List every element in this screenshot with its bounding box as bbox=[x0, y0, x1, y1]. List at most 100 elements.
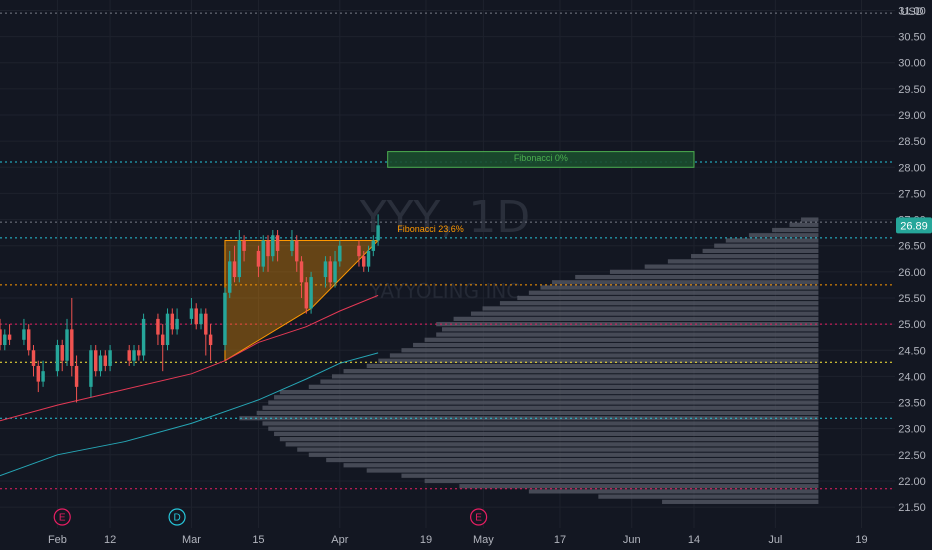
x-tick-label: 19 bbox=[855, 534, 867, 546]
y-tick-label: 30.50 bbox=[898, 32, 926, 44]
last-price-label: 26.89 bbox=[900, 220, 928, 232]
volume-profile-bar bbox=[366, 468, 819, 473]
candle-body bbox=[65, 329, 69, 361]
y-tick-label: 29.50 bbox=[898, 84, 926, 96]
candle-body bbox=[170, 313, 175, 330]
x-tick-label: 15 bbox=[252, 534, 264, 546]
candle-body bbox=[141, 318, 146, 356]
volume-profile-bar bbox=[441, 327, 819, 332]
candle-body bbox=[93, 350, 98, 372]
moving-average-red bbox=[0, 294, 379, 422]
volume-profile-bar bbox=[366, 363, 819, 369]
candle-body bbox=[362, 256, 366, 267]
volume-profile-bar bbox=[575, 274, 819, 280]
y-tick-label: 28.50 bbox=[898, 136, 926, 148]
volume-profile-bar bbox=[401, 473, 819, 478]
fibonacci-0-label: Fibonacci 0% bbox=[514, 153, 568, 163]
x-tick-label: Jul bbox=[768, 534, 782, 546]
candle-body bbox=[70, 329, 74, 366]
candle-body bbox=[299, 261, 304, 283]
y-tick-label: 27.50 bbox=[898, 188, 926, 200]
volume-profile-bar bbox=[389, 353, 819, 358]
candle-body bbox=[295, 240, 299, 262]
event-marker[interactable] bbox=[470, 508, 488, 526]
candle-body bbox=[74, 365, 79, 387]
volume-profile-bar bbox=[702, 248, 819, 254]
y-tick-label: 25.50 bbox=[898, 293, 926, 305]
watermark-company: YAYYOLING INC bbox=[369, 279, 521, 303]
event-marker[interactable] bbox=[53, 508, 71, 526]
candle-body bbox=[89, 350, 93, 387]
volume-profile-bar bbox=[528, 290, 819, 295]
candle-body bbox=[256, 250, 261, 267]
fibonacci-23-6-label: Fibonacci 23.6% bbox=[397, 224, 464, 234]
volume-profile-bar bbox=[453, 316, 819, 322]
candle-body bbox=[127, 350, 131, 361]
candle-body bbox=[366, 250, 371, 267]
x-tick-label: 19 bbox=[420, 534, 432, 546]
volume-profile-bar bbox=[644, 264, 819, 269]
volume-profile-bar bbox=[436, 332, 819, 337]
volume-profile-bar bbox=[470, 311, 819, 316]
candle-body bbox=[98, 355, 103, 372]
candle-body bbox=[194, 308, 198, 325]
candle-body bbox=[261, 240, 265, 267]
volume-profile-bar bbox=[262, 421, 819, 426]
event-marker[interactable] bbox=[168, 508, 186, 526]
candle-body bbox=[189, 308, 194, 319]
candle-body bbox=[304, 282, 309, 309]
y-tick-label: 29.00 bbox=[898, 110, 926, 122]
moving-average-teal bbox=[0, 352, 379, 477]
candle-body bbox=[204, 313, 208, 335]
volume-profile-bar bbox=[331, 374, 819, 379]
candle-body bbox=[290, 240, 294, 251]
candle-body bbox=[0, 329, 2, 346]
candle-body bbox=[371, 240, 376, 251]
watermark: YYY, 1D YAYYOLING INC bbox=[359, 192, 530, 303]
candle-body bbox=[26, 329, 31, 351]
last-price-badge bbox=[896, 217, 932, 234]
candle-body bbox=[132, 350, 136, 361]
volume-profile bbox=[239, 217, 819, 504]
y-axis: 21.50 22.00 22.50 23.00 23.50 24.00 24.50 25.00… bbox=[896, 5, 932, 514]
volume-profile-bar bbox=[285, 442, 819, 447]
fibonacci-0-box[interactable] bbox=[387, 151, 695, 168]
volume-profile-bar bbox=[239, 416, 819, 421]
candle-body bbox=[36, 365, 41, 382]
candle-body bbox=[323, 261, 328, 278]
y-tick-label: 24.00 bbox=[898, 371, 926, 383]
y-tick-label: 31.00 bbox=[898, 5, 926, 17]
candle-body bbox=[22, 329, 26, 340]
volume-profile-bar bbox=[748, 233, 819, 238]
horizontal-levels[interactable] bbox=[0, 12, 895, 490]
candle-body bbox=[103, 355, 108, 366]
candle-body bbox=[228, 261, 232, 293]
volume-profile-bar bbox=[378, 358, 819, 363]
y-tick-label: 30.00 bbox=[898, 58, 926, 70]
volume-profile-bar bbox=[789, 222, 819, 227]
volume-profile-bar bbox=[401, 348, 819, 353]
volume-profile-bar bbox=[256, 410, 819, 416]
candle-body bbox=[55, 345, 60, 372]
candle-body bbox=[60, 345, 64, 361]
y-tick-label: 26.00 bbox=[898, 267, 926, 279]
volume-profile-bar bbox=[528, 489, 819, 494]
volume-profile-bar bbox=[772, 227, 819, 233]
y-tick-label: 22.50 bbox=[898, 450, 926, 462]
volume-profile-bar bbox=[609, 269, 819, 274]
candle-body bbox=[137, 350, 141, 356]
volume-profile-bar bbox=[552, 280, 819, 285]
volume-profile-bar bbox=[268, 426, 819, 431]
x-tick-label: 17 bbox=[554, 534, 566, 546]
x-tick-label: 12 bbox=[104, 534, 116, 546]
volume-profile-bar bbox=[343, 369, 819, 374]
volume-profile-bar bbox=[517, 295, 819, 301]
volume-profile-bar bbox=[274, 431, 819, 437]
volume-profile-bar bbox=[598, 494, 819, 499]
y-tick-label: 23.00 bbox=[898, 424, 926, 436]
volume-profile-bar bbox=[725, 238, 819, 243]
candle-body bbox=[199, 313, 203, 325]
volume-profile-bar bbox=[308, 452, 819, 457]
